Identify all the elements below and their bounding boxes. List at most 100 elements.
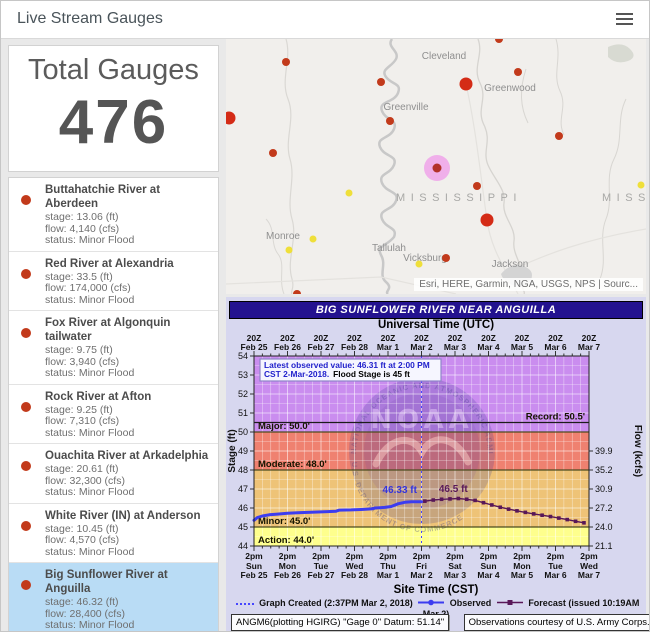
observed-swatch: [418, 598, 445, 609]
svg-text:21.1: 21.1: [595, 541, 613, 551]
gauge-name: Ouachita River at Arkadelphia: [45, 450, 209, 462]
map-marker-minor[interactable]: [555, 132, 563, 140]
gauge-list-item[interactable]: Buttahatchie River at Aberdeen stage: 13.…: [9, 178, 218, 252]
map-state-label: MISSISSIPPI: [396, 192, 522, 204]
svg-text:46.5 ft: 46.5 ft: [439, 484, 469, 495]
map-canvas[interactable]: MISSISSIPPI MISSISS Cleveland Greenville Gre…: [226, 39, 646, 294]
svg-text:Mar 6: Mar 6: [544, 570, 566, 580]
svg-text:Mar 1: Mar 1: [377, 570, 399, 580]
svg-text:Sun: Sun: [480, 561, 496, 571]
svg-text:Mar 1: Mar 1: [377, 342, 399, 352]
gauge-list-item[interactable]: Big Sunflower River at Anguilla stage: 46…: [9, 563, 218, 631]
gauge-list-item[interactable]: Fox River at Algonquin tailwater stage: 9…: [9, 311, 218, 385]
map-marker-minor[interactable]: [386, 117, 394, 125]
svg-text:Fri: Fri: [416, 561, 427, 571]
svg-text:Mar 4: Mar 4: [477, 342, 499, 352]
gauge-list-item[interactable]: White River (IN) at Anderson stage: 10.45…: [9, 504, 218, 563]
menu-icon[interactable]: [616, 13, 633, 25]
map-panel[interactable]: MISSISSIPPI MISSISS Cleveland Greenville Gre…: [226, 39, 646, 294]
latest-observed-box: Latest observed value: 46.31 ft at 2:00 …: [259, 358, 442, 382]
map-marker-major[interactable]: [226, 111, 236, 125]
map-marker-selected[interactable]: [432, 163, 442, 173]
svg-text:Sat: Sat: [448, 561, 461, 571]
map-marker-major[interactable]: [480, 213, 494, 227]
gauge-status: status: Minor Flood: [45, 367, 135, 379]
map-marker-action[interactable]: [309, 235, 317, 243]
svg-text:Record: 50.5': Record: 50.5': [526, 412, 585, 423]
hydrograph-title: BIG SUNFLOWER RIVER NEAR ANGUILLA: [229, 301, 643, 319]
svg-text:Thu: Thu: [380, 561, 396, 571]
map-attribution: Esri, HERE, Garmin, NGA, USGS, NPS | Sou…: [414, 278, 643, 291]
svg-text:Latest observed value: 46.31 f: Latest observed value: 46.31 ft at 2:00 …: [264, 360, 430, 370]
gauge-status: status: Minor Flood: [45, 545, 135, 558]
svg-text:Mar 7: Mar 7: [578, 342, 600, 352]
gauge-list-item[interactable]: Ouachita River at Arkadelphia stage: 20.6…: [9, 444, 218, 504]
map-marker-major[interactable]: [459, 77, 473, 91]
map-marker-action[interactable]: [637, 181, 645, 189]
svg-text:Wed: Wed: [580, 561, 598, 571]
gauge-list-item[interactable]: Rock River at Afton stage: 9.25 (ft) flow:…: [9, 385, 218, 444]
svg-text:2pm: 2pm: [245, 551, 263, 561]
gauge-status-dot: [21, 580, 31, 590]
map-marker-minor[interactable]: [282, 58, 290, 66]
svg-text:Feb 27: Feb 27: [308, 570, 335, 580]
map-marker-minor[interactable]: [377, 78, 385, 86]
svg-text:2pm: 2pm: [413, 551, 431, 561]
gauge-stage: stage: 20.61 (ft): [45, 463, 119, 475]
utc-axis-title: Universal Time (UTC): [377, 319, 495, 331]
svg-text:Mar 2: Mar 2: [410, 342, 432, 352]
map-marker-action[interactable]: [285, 246, 293, 254]
map-marker-minor[interactable]: [442, 254, 450, 262]
map-marker-action[interactable]: [345, 189, 353, 197]
svg-text:Feb 26: Feb 26: [274, 570, 301, 580]
svg-text:Mon: Mon: [513, 561, 530, 571]
map-marker-minor[interactable]: [495, 39, 503, 43]
map-marker-minor[interactable]: [269, 149, 277, 157]
svg-text:Mar 7: Mar 7: [578, 570, 600, 580]
svg-text:20Z: 20Z: [515, 333, 530, 343]
forecast-swatch: [496, 598, 523, 609]
map-marker-minor[interactable]: [514, 68, 522, 76]
map-city-label: Monroe: [266, 231, 300, 242]
gauge-list-item[interactable]: Red River at Alexandria stage: 33.5 (ft) f…: [9, 252, 218, 311]
svg-text:20Z: 20Z: [381, 333, 396, 343]
hydrograph-plot: NOAANATIONAL OCEANIC AND ATMOSPHERIC ADM…: [226, 332, 643, 580]
svg-text:20Z: 20Z: [314, 333, 329, 343]
map-marker-minor[interactable]: [293, 290, 301, 294]
series-observed: 46.33 ft: [252, 485, 423, 522]
gauge-name: Fox River at Algonquin tailwater: [45, 317, 171, 343]
gauge-stage: stage: 9.25 (ft): [45, 403, 113, 416]
gauge-name: Big Sunflower River at Anguilla: [45, 569, 168, 595]
gauge-status-dot: [21, 195, 31, 205]
svg-text:44: 44: [238, 541, 248, 551]
svg-text:2pm: 2pm: [480, 551, 498, 561]
map-marker-action[interactable]: [415, 260, 423, 268]
svg-text:Mar 2: Mar 2: [410, 570, 432, 580]
gauge-name: White River (IN) at Anderson: [45, 509, 201, 522]
gauge-status: status: Minor Flood: [45, 426, 135, 439]
svg-text:46.33 ft: 46.33 ft: [382, 485, 417, 496]
map-marker-minor[interactable]: [473, 182, 481, 190]
total-gauges-value: 476: [58, 88, 169, 157]
svg-text:CST 2-Mar-2018.Flood Stage is: CST 2-Mar-2018. Flood Stage is 45 ft: [264, 369, 410, 379]
svg-text:Mar 5: Mar 5: [511, 570, 533, 580]
svg-text:20Z: 20Z: [347, 333, 362, 343]
svg-text:Mar 4: Mar 4: [477, 570, 499, 580]
svg-text:30.9: 30.9: [595, 484, 613, 494]
gauge-status-dot: [21, 401, 31, 412]
svg-text:20Z: 20Z: [414, 333, 429, 343]
gauge-status-dot: [21, 268, 31, 279]
svg-text:20Z: 20Z: [548, 333, 563, 343]
svg-text:Major: 50.0': Major: 50.0': [258, 421, 310, 432]
map-city-label: Cleveland: [422, 51, 466, 62]
svg-text:52: 52: [238, 389, 248, 399]
svg-text:2pm: 2pm: [279, 551, 297, 561]
svg-text:Sun: Sun: [246, 561, 262, 571]
page-title: Live Stream Gauges: [17, 10, 163, 27]
svg-text:Feb 28: Feb 28: [341, 570, 368, 580]
svg-text:54: 54: [238, 351, 248, 361]
gauge-flow: flow: 7,310 (cfs): [45, 415, 120, 427]
svg-text:Feb 26: Feb 26: [274, 342, 301, 352]
stage-axis-title: Stage (ft): [227, 429, 238, 472]
